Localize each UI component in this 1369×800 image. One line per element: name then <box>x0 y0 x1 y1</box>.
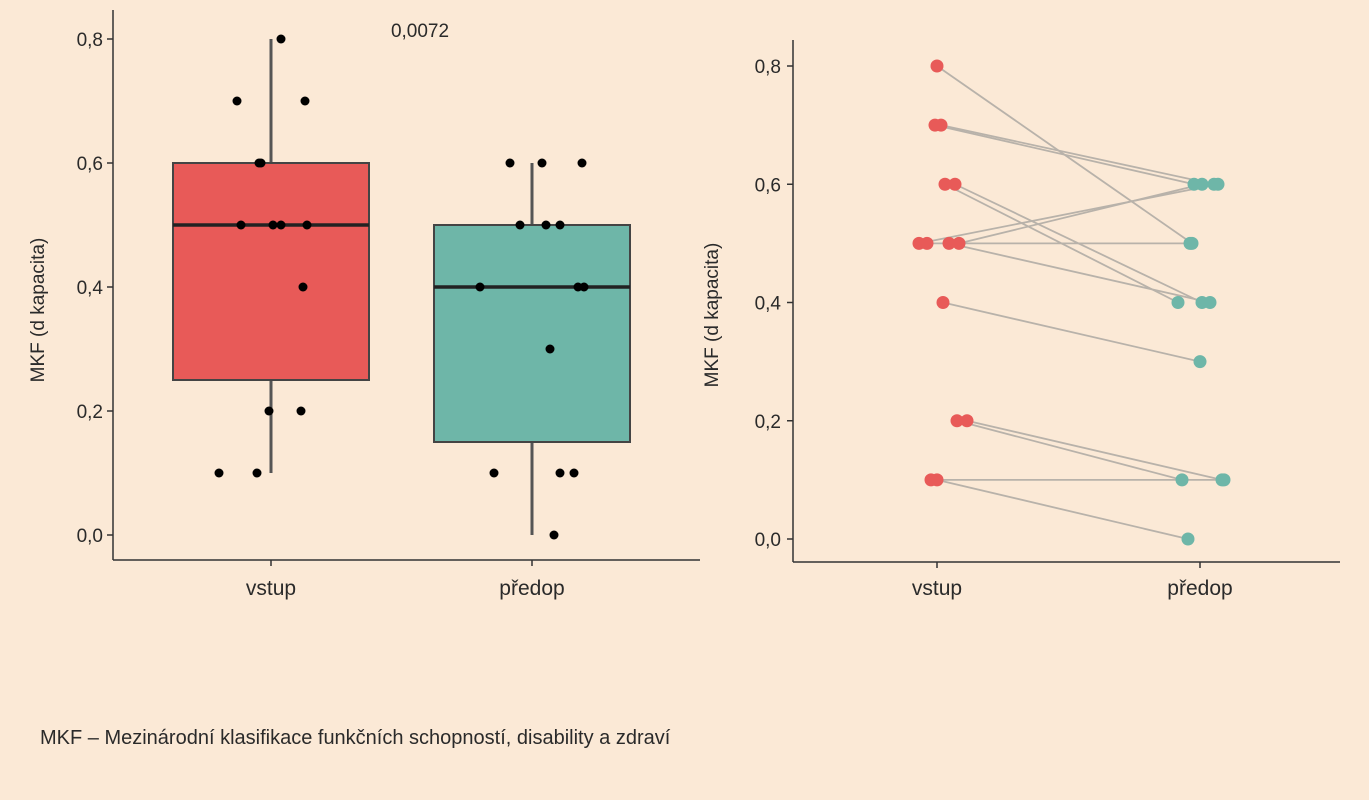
y-tick-label: 0,6 <box>755 175 781 196</box>
data-point <box>252 468 262 478</box>
point-predop <box>1175 473 1189 487</box>
data-point <box>577 158 587 168</box>
data-point <box>268 220 278 230</box>
pair-line <box>940 124 1215 186</box>
pair-line <box>936 478 1189 540</box>
point-vstup <box>934 118 948 132</box>
data-point <box>569 468 579 478</box>
point-predop <box>1181 532 1195 546</box>
point-vstup <box>948 177 962 191</box>
point-predop <box>1171 296 1185 309</box>
pair-line <box>966 419 1223 481</box>
y-axis-title: MKF (d kapacita) <box>702 243 723 388</box>
y-tick-label: 0,4 <box>755 294 782 315</box>
data-point <box>276 220 286 230</box>
data-point <box>537 158 547 168</box>
x-tick-label: předop <box>1167 577 1232 600</box>
y-tick-label: 0,2 <box>77 402 103 423</box>
point-vstup <box>930 473 944 487</box>
pair-line <box>918 183 1219 245</box>
point-vstup <box>950 414 964 428</box>
data-point <box>549 530 559 540</box>
point-vstup <box>942 236 956 250</box>
y-tick-label: 0,0 <box>77 526 103 547</box>
data-point <box>300 96 310 106</box>
data-point <box>298 282 308 292</box>
data-point <box>475 282 485 292</box>
p-value-annotation: 0,0072 <box>391 21 449 42</box>
data-point <box>256 158 266 168</box>
pair-line <box>948 242 1211 304</box>
pair-line <box>956 419 1183 481</box>
point-vstup <box>920 236 934 250</box>
point-predop <box>1211 177 1225 191</box>
x-tick-label: předop <box>499 577 564 600</box>
data-point <box>545 344 555 354</box>
point-predop <box>1203 296 1217 309</box>
data-point <box>236 220 246 230</box>
point-vstup <box>952 236 966 250</box>
y-tick-label: 0,8 <box>755 57 781 78</box>
data-point <box>276 34 286 44</box>
pair-line <box>958 183 1203 245</box>
y-tick-label: 0,0 <box>755 530 781 551</box>
footnote: MKF – Mezinárodní klasifikace funkčních … <box>40 727 671 749</box>
data-point <box>505 158 515 168</box>
point-predop <box>1183 236 1197 250</box>
data-point <box>555 220 565 230</box>
data-point <box>232 96 242 106</box>
y-tick-label: 0,4 <box>77 278 104 299</box>
charts-canvas: 0,0 0,2 0,4 0,6 0,8 MKF (d kapacita) 0,0072 vst… <box>28 10 1340 600</box>
data-point <box>264 406 274 416</box>
x-tick-label: vstup <box>912 577 962 600</box>
box-předop <box>433 224 631 443</box>
data-point <box>515 220 525 230</box>
y-tick-label: 0,6 <box>77 154 103 175</box>
y-tick-label: 0,8 <box>77 30 103 51</box>
point-vstup <box>960 414 974 428</box>
box-vstup <box>172 162 370 381</box>
point-predop <box>1193 355 1207 369</box>
y-tick-label: 0,2 <box>755 412 781 433</box>
point-predop <box>1195 177 1209 191</box>
point-vstup <box>930 59 944 73</box>
point-predop <box>1217 473 1231 487</box>
pair-line <box>934 124 1195 186</box>
data-point <box>302 220 312 230</box>
x-tick-label: vstup <box>246 577 296 600</box>
data-point <box>214 468 224 478</box>
data-point <box>296 406 306 416</box>
y-axis-title: MKF (d kapacita) <box>28 238 49 383</box>
data-point <box>489 468 499 478</box>
data-point <box>555 468 565 478</box>
pair-line <box>942 301 1201 363</box>
data-point <box>541 220 551 230</box>
point-vstup <box>936 296 950 309</box>
point-vstup <box>938 177 952 191</box>
data-point <box>579 282 589 292</box>
